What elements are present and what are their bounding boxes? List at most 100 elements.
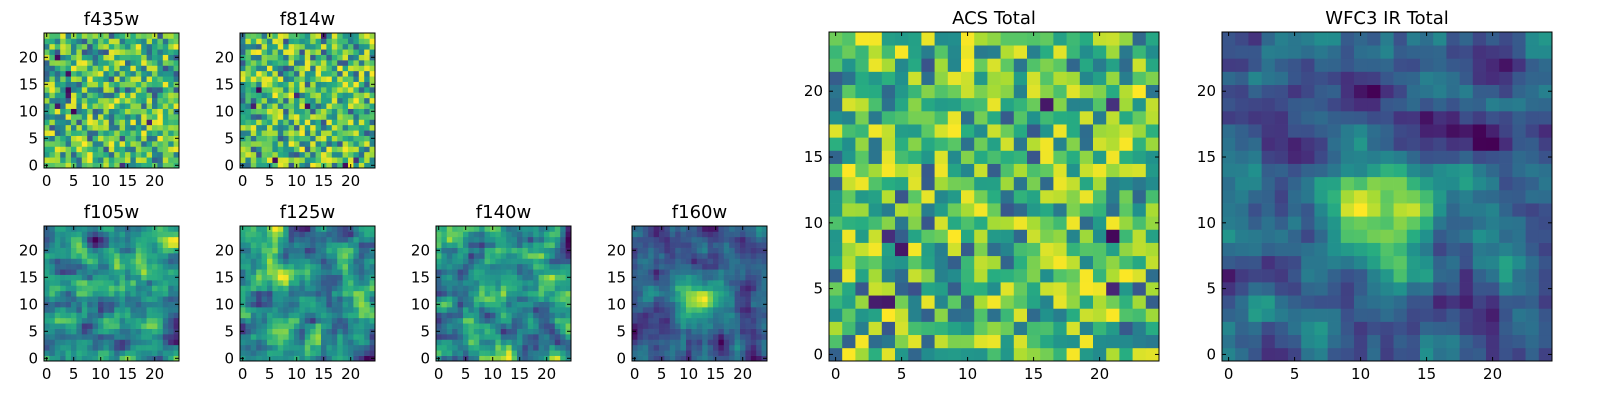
heatmap-cell bbox=[463, 323, 469, 329]
heatmap-cell bbox=[108, 130, 115, 136]
heatmap-cell bbox=[702, 226, 708, 232]
x-tick-label: 20 bbox=[145, 365, 164, 383]
heatmap-cell bbox=[364, 280, 370, 286]
heatmap-cell bbox=[54, 135, 61, 142]
heatmap-cell bbox=[326, 130, 333, 136]
heatmap-cell bbox=[315, 317, 322, 324]
heatmap-cell bbox=[49, 97, 56, 104]
heatmap-cell bbox=[538, 312, 545, 319]
heatmap-cell bbox=[44, 119, 50, 126]
heatmap-cell bbox=[299, 344, 306, 351]
heatmap-cell bbox=[294, 108, 300, 115]
heatmap-cell bbox=[98, 301, 104, 308]
heatmap-cell bbox=[103, 76, 110, 82]
x-tick-label: 5 bbox=[69, 172, 79, 190]
heatmap-cell bbox=[560, 307, 566, 313]
heatmap-cell bbox=[522, 307, 529, 313]
heatmap-cell bbox=[141, 141, 147, 147]
heatmap-cell bbox=[256, 76, 262, 82]
heatmap-cell bbox=[173, 339, 180, 346]
heatmap-cell bbox=[686, 274, 692, 281]
heatmap-cell bbox=[1538, 321, 1553, 336]
heatmap-cell bbox=[76, 296, 83, 302]
heatmap-cell bbox=[707, 312, 714, 319]
heatmap-cell bbox=[702, 236, 708, 243]
heatmap-cell bbox=[750, 247, 757, 254]
heatmap-cell bbox=[283, 135, 289, 142]
heatmap-cell bbox=[1013, 308, 1028, 322]
heatmap-cell bbox=[114, 323, 120, 329]
heatmap-cell bbox=[135, 280, 142, 286]
heatmap-cell bbox=[277, 92, 284, 99]
heatmap-cell bbox=[702, 231, 708, 238]
heatmap-cell bbox=[961, 203, 975, 217]
heatmap-cell bbox=[98, 146, 104, 153]
heatmap-cell bbox=[522, 296, 529, 302]
heatmap-cell bbox=[353, 33, 360, 39]
heatmap-cell bbox=[1040, 189, 1054, 204]
heatmap-cell bbox=[1380, 176, 1394, 191]
heatmap-cell bbox=[895, 163, 909, 178]
heatmap-cell bbox=[331, 253, 338, 259]
heatmap-cell bbox=[130, 70, 137, 77]
heatmap-cell bbox=[288, 323, 295, 329]
heatmap-cell bbox=[152, 97, 158, 104]
heatmap-cell bbox=[49, 70, 56, 77]
heatmap-cell bbox=[680, 334, 687, 340]
heatmap-cell bbox=[756, 263, 762, 270]
heatmap-cell bbox=[141, 296, 147, 302]
heatmap-cell bbox=[702, 274, 708, 281]
heatmap-cell bbox=[729, 296, 735, 302]
heatmap-cell bbox=[369, 317, 376, 324]
heatmap-cell bbox=[358, 280, 365, 286]
heatmap-cell bbox=[1301, 242, 1315, 257]
heatmap-cell bbox=[881, 321, 896, 336]
heatmap-cell bbox=[1499, 189, 1513, 204]
heatmap-cell bbox=[326, 151, 333, 158]
heatmap-cell bbox=[881, 189, 896, 204]
heatmap-cell bbox=[1132, 347, 1147, 362]
heatmap-cell bbox=[87, 301, 93, 308]
heatmap-cell bbox=[369, 231, 376, 238]
heatmap-cell bbox=[146, 312, 153, 319]
heatmap-cell bbox=[441, 236, 448, 243]
heatmap-cell bbox=[734, 269, 741, 275]
heatmap-cell bbox=[157, 312, 164, 319]
heatmap-cell bbox=[364, 141, 370, 147]
axes-frame bbox=[435, 225, 572, 362]
heatmap-cell bbox=[331, 355, 338, 362]
heatmap-cell bbox=[364, 92, 370, 99]
heatmap-cell bbox=[1079, 255, 1094, 270]
heatmap-cell bbox=[245, 81, 252, 88]
heatmap-cell bbox=[49, 226, 56, 232]
heatmap-cell bbox=[272, 114, 279, 120]
heatmap-cell bbox=[463, 328, 469, 335]
heatmap-cell bbox=[146, 242, 153, 248]
heatmap-cell bbox=[452, 247, 458, 254]
heatmap-cell bbox=[868, 334, 883, 349]
heatmap-cell bbox=[1093, 216, 1107, 230]
heatmap-cell bbox=[44, 76, 50, 82]
heatmap-cell bbox=[855, 347, 869, 362]
heatmap-cell bbox=[1354, 282, 1368, 296]
heatmap-cell bbox=[108, 70, 115, 77]
heatmap-cell bbox=[495, 312, 502, 319]
heatmap-cell bbox=[855, 189, 869, 204]
heatmap-cell bbox=[1512, 203, 1526, 217]
heatmap-cell bbox=[103, 146, 110, 153]
heatmap-cell bbox=[707, 344, 714, 351]
heatmap-cell bbox=[277, 33, 284, 39]
heatmap-cell bbox=[961, 255, 975, 270]
heatmap-cell bbox=[842, 321, 856, 336]
heatmap-cell bbox=[173, 33, 180, 39]
heatmap-cell bbox=[240, 119, 246, 126]
heatmap-cell bbox=[686, 328, 692, 335]
heatmap-cell bbox=[457, 350, 464, 356]
y-tick-label: 20 bbox=[607, 241, 626, 259]
heatmap-cell bbox=[761, 242, 768, 248]
heatmap-cell bbox=[157, 38, 164, 45]
heatmap-cell bbox=[135, 269, 142, 275]
heatmap-cell bbox=[146, 317, 153, 324]
heatmap-cell bbox=[446, 296, 453, 302]
